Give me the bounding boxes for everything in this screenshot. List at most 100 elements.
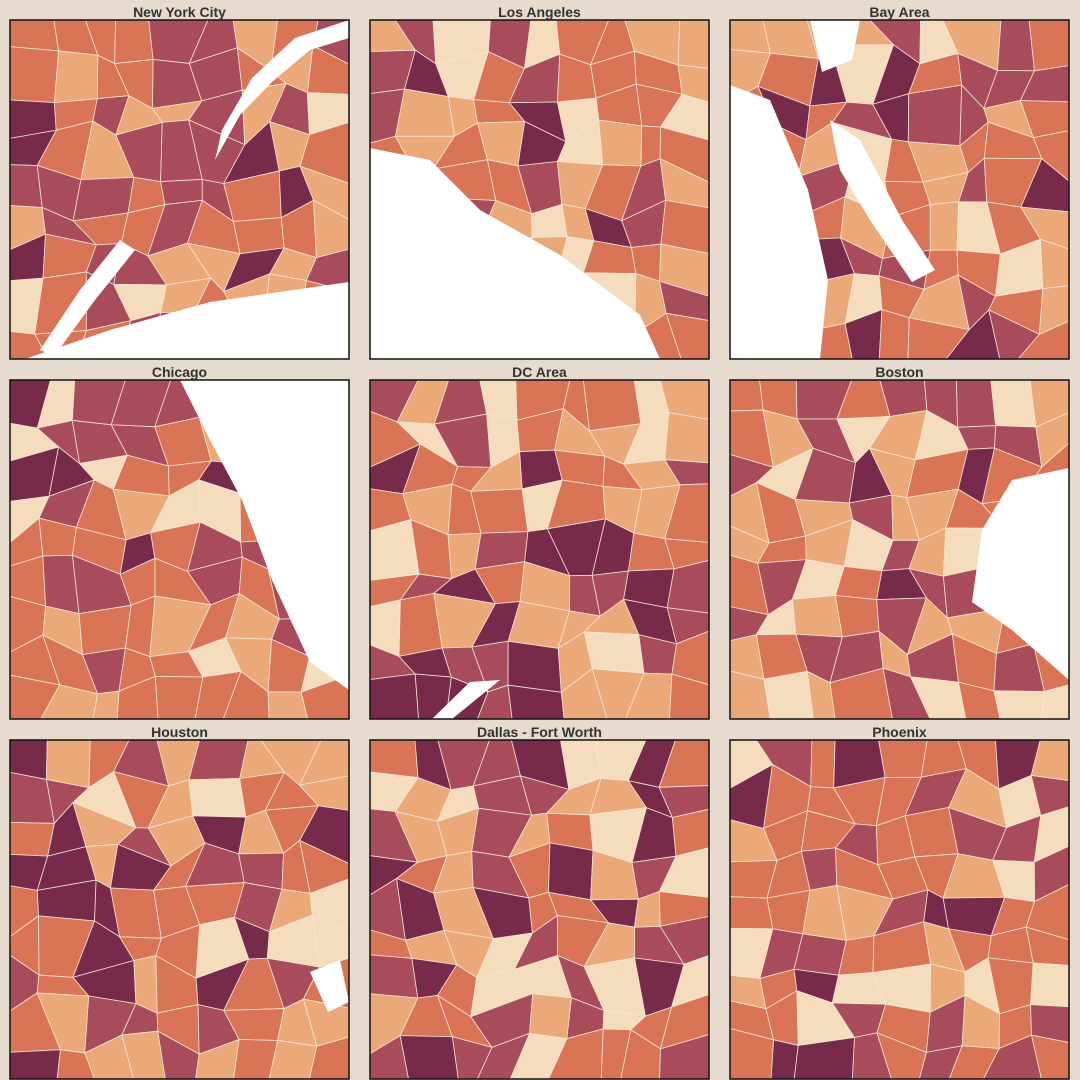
region bbox=[876, 1032, 927, 1079]
region bbox=[659, 158, 709, 209]
region bbox=[109, 887, 162, 939]
region bbox=[793, 933, 847, 976]
map-panel: New York City bbox=[9, 4, 350, 360]
region bbox=[10, 20, 60, 52]
region bbox=[529, 993, 572, 1040]
region bbox=[677, 20, 709, 69]
water bbox=[432, 680, 500, 719]
region bbox=[84, 1034, 134, 1079]
region bbox=[806, 670, 836, 719]
region bbox=[658, 740, 709, 788]
region bbox=[56, 1049, 95, 1079]
region bbox=[658, 280, 709, 321]
water bbox=[972, 468, 1069, 680]
region bbox=[677, 64, 709, 103]
region bbox=[730, 380, 764, 412]
map-panel: Dallas - Fort Worth bbox=[369, 724, 710, 1080]
region bbox=[666, 560, 709, 614]
water bbox=[40, 240, 135, 355]
region bbox=[664, 483, 709, 543]
region bbox=[157, 1030, 200, 1079]
region bbox=[300, 674, 349, 719]
region bbox=[78, 604, 132, 656]
region bbox=[1030, 774, 1069, 816]
region bbox=[658, 847, 709, 898]
region bbox=[878, 309, 910, 359]
region bbox=[40, 684, 99, 719]
region bbox=[620, 1029, 661, 1079]
region bbox=[268, 1040, 318, 1079]
region bbox=[507, 640, 562, 693]
region bbox=[1030, 1034, 1069, 1079]
panel-frame bbox=[9, 379, 350, 720]
region bbox=[669, 673, 709, 719]
region bbox=[1019, 100, 1069, 139]
region bbox=[988, 309, 1040, 359]
panel-title: Phoenix bbox=[872, 724, 927, 740]
region bbox=[598, 119, 643, 167]
region bbox=[370, 673, 419, 719]
panel-title: Dallas - Fort Worth bbox=[477, 724, 602, 740]
region bbox=[114, 20, 154, 65]
region bbox=[1033, 845, 1069, 903]
panel-title: Boston bbox=[875, 364, 923, 380]
region bbox=[730, 896, 774, 930]
panel-title: New York City bbox=[133, 4, 226, 20]
region bbox=[810, 740, 836, 789]
region bbox=[663, 459, 709, 486]
region bbox=[194, 670, 242, 719]
map-panel: Boston bbox=[729, 364, 1070, 720]
region bbox=[509, 1032, 568, 1079]
region bbox=[298, 775, 349, 811]
regions bbox=[10, 20, 349, 359]
panel-frame bbox=[369, 19, 710, 360]
region bbox=[1030, 1004, 1069, 1043]
region bbox=[730, 670, 771, 719]
region bbox=[92, 690, 120, 719]
map-panel: DC Area bbox=[369, 364, 710, 720]
map-panel: Bay Area bbox=[729, 4, 1070, 360]
panel-frame bbox=[369, 379, 710, 720]
region bbox=[983, 1034, 1042, 1079]
region bbox=[1035, 412, 1069, 468]
water bbox=[310, 960, 349, 1012]
region bbox=[948, 1045, 1000, 1079]
region bbox=[414, 673, 452, 719]
region bbox=[600, 1028, 632, 1079]
region bbox=[583, 631, 645, 674]
region bbox=[195, 1038, 240, 1079]
region bbox=[907, 84, 963, 147]
water bbox=[215, 20, 349, 160]
panel-title: Chicago bbox=[152, 364, 207, 380]
region bbox=[990, 380, 1037, 428]
region bbox=[370, 740, 419, 779]
region bbox=[625, 672, 673, 719]
region bbox=[793, 1037, 855, 1079]
water bbox=[370, 148, 660, 359]
panel-title: Bay Area bbox=[869, 4, 929, 20]
region bbox=[1039, 238, 1069, 290]
region bbox=[659, 126, 709, 183]
region bbox=[507, 684, 565, 719]
region bbox=[1020, 157, 1069, 213]
regions bbox=[730, 20, 1069, 359]
region bbox=[955, 380, 997, 428]
region bbox=[659, 994, 709, 1050]
region bbox=[671, 808, 709, 857]
region bbox=[10, 164, 43, 208]
map-panel: Houston bbox=[9, 724, 350, 1080]
region bbox=[548, 1028, 604, 1079]
region bbox=[1033, 806, 1069, 863]
region bbox=[548, 842, 594, 901]
region bbox=[878, 740, 928, 778]
region bbox=[299, 839, 349, 894]
panel-frame bbox=[369, 739, 710, 1080]
water bbox=[730, 85, 828, 359]
map-panel: Los Angeles bbox=[369, 4, 710, 360]
region bbox=[399, 1035, 459, 1079]
region bbox=[1041, 684, 1069, 719]
region bbox=[1019, 65, 1069, 103]
region bbox=[659, 380, 709, 420]
region bbox=[658, 891, 709, 927]
region bbox=[1017, 320, 1069, 359]
